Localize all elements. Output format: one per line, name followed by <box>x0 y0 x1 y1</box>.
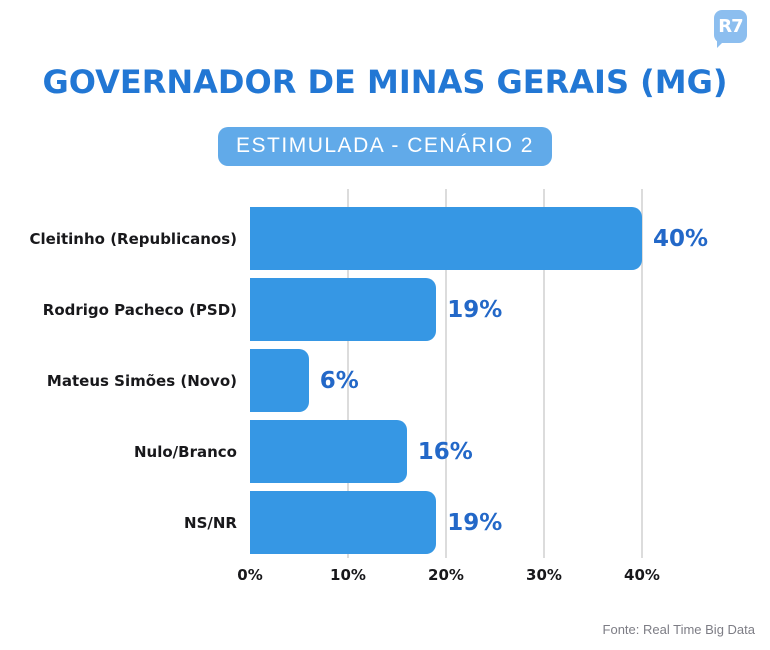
grid-line <box>347 189 349 558</box>
grid-line <box>543 189 545 558</box>
bar-track: 19% <box>250 491 760 554</box>
chart-row: Rodrigo Pacheco (PSD) 19% <box>10 274 760 345</box>
chart-row: NS/NR 19% <box>10 487 760 558</box>
x-axis-tick: 0% <box>237 566 263 584</box>
value-label: 6% <box>319 367 359 394</box>
value-label: 19% <box>447 509 503 536</box>
value-label: 40% <box>653 225 709 252</box>
source-note: Fonte: Real Time Big Data <box>602 622 755 637</box>
grid-line <box>641 189 643 558</box>
x-axis-tick: 10% <box>330 566 366 584</box>
bar <box>250 278 437 341</box>
bar <box>250 207 642 270</box>
x-axis-tick: 40% <box>624 566 660 584</box>
category-label: Cleitinho (Republicanos) <box>29 229 237 248</box>
scenario-badge: ESTIMULADA - CENÁRIO 2 <box>218 127 552 166</box>
chart-row: Cleitinho (Republicanos) 40% <box>10 203 760 274</box>
bar <box>250 491 437 554</box>
r7-logo: R7 <box>714 10 747 43</box>
value-label: 16% <box>417 438 473 465</box>
category-label: Rodrigo Pacheco (PSD) <box>42 300 237 319</box>
category-label: Mateus Simões (Novo) <box>46 371 237 390</box>
category-label: Nulo/Branco <box>134 442 237 461</box>
chart-row: Mateus Simões (Novo) 6% <box>10 345 760 416</box>
bar <box>250 349 309 412</box>
x-axis: 0% 10% 20% 30% 40% <box>237 558 760 586</box>
bar-track: 40% <box>250 207 760 270</box>
x-axis-tick: 20% <box>428 566 464 584</box>
chart-row: Nulo/Branco 16% <box>10 416 760 487</box>
bar-chart: Cleitinho (Republicanos) 40% Rodrigo Pache… <box>10 189 760 586</box>
badge-row: ESTIMULADA - CENÁRIO 2 <box>0 127 770 166</box>
bar <box>250 420 407 483</box>
gridlines <box>250 189 755 558</box>
bar-track: 19% <box>250 278 760 341</box>
category-label: NS/NR <box>184 513 237 532</box>
bar-track: 16% <box>250 420 760 483</box>
chart-rows: Cleitinho (Republicanos) 40% Rodrigo Pache… <box>10 203 760 558</box>
r7-logo-text: R7 <box>718 16 743 37</box>
x-axis-tick: 30% <box>526 566 562 584</box>
bar-track: 6% <box>250 349 760 412</box>
value-label: 19% <box>447 296 503 323</box>
grid-line <box>445 189 447 558</box>
page-title: GOVERNADOR DE MINAS GERAIS (MG) <box>42 63 728 101</box>
